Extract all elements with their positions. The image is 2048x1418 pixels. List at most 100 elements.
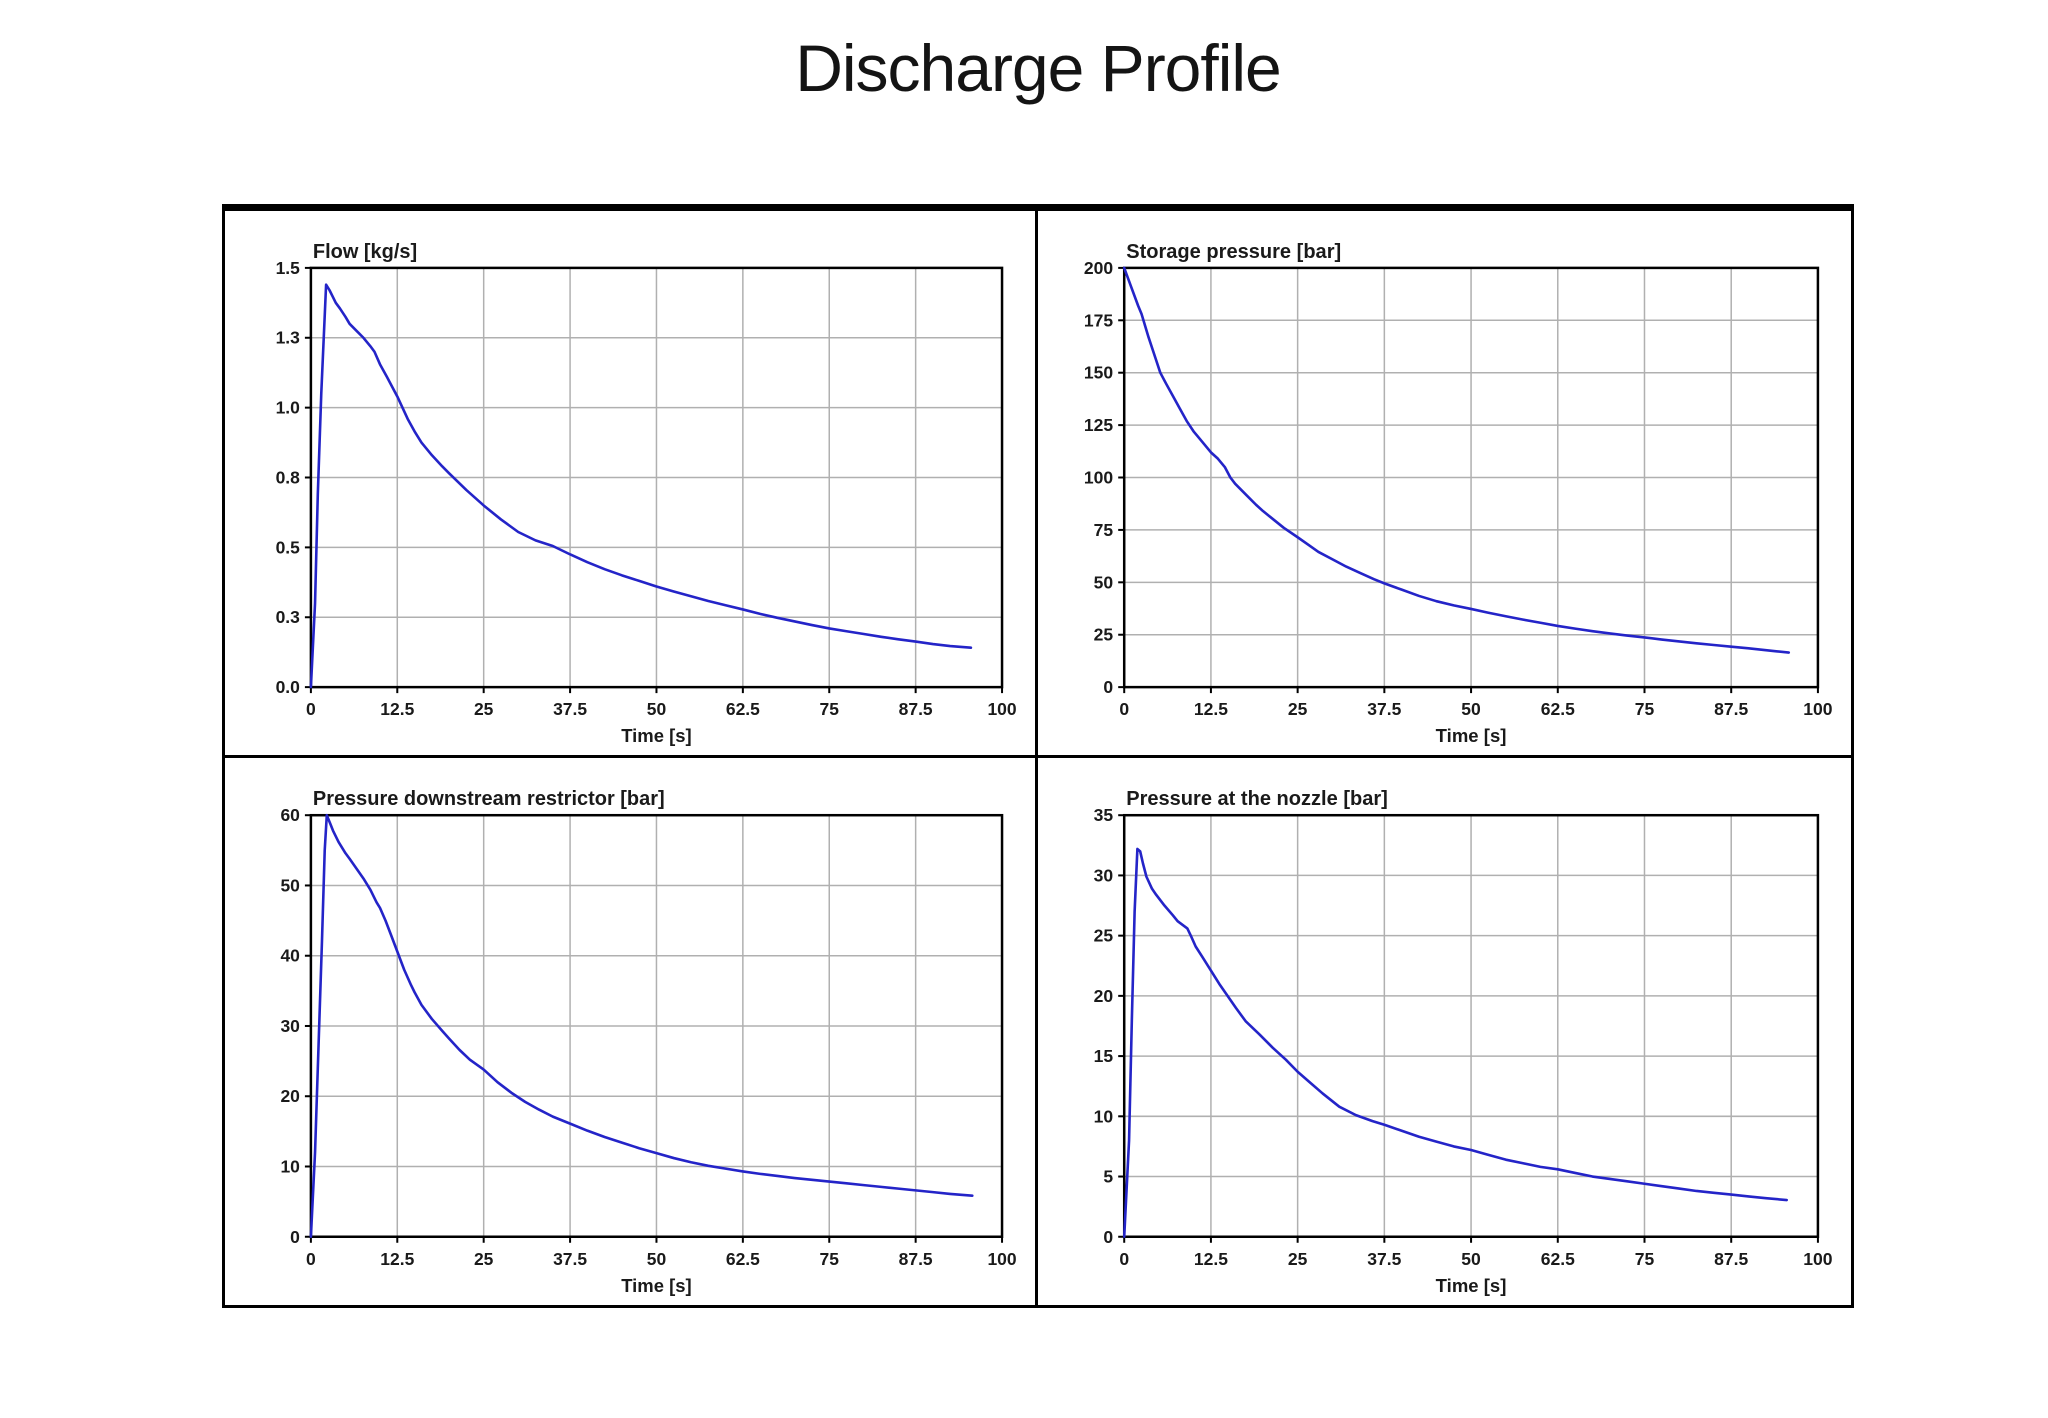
y-tick-label: 40 [280, 946, 300, 966]
x-tick-label: 62.5 [1541, 699, 1575, 719]
y-tick-label: 20 [280, 1086, 300, 1106]
series-line [309, 283, 973, 689]
x-tick-label: 87.5 [1714, 1249, 1748, 1269]
x-tick-label: 62.5 [726, 1249, 760, 1269]
chart-title: Pressure downstream restrictor [bar] [313, 788, 665, 810]
y-tick-label: 0 [290, 1227, 300, 1247]
chart-cell-pressure-downstream-restrictor: 0 12.5 25 37.5 50 62.5 75 87.5 100 0 10 20 30 40 50 60 P… [225, 758, 1038, 1305]
chart-storage-pressure: 0 12.5 25 37.5 50 62.5 75 87.5 100 0 25 50 75 100 125 1… [1084, 241, 1833, 746]
x-tick-label: 100 [987, 699, 1016, 719]
y-tick-label: 20 [1094, 986, 1114, 1006]
y-tick-label: 0.3 [276, 607, 301, 627]
y-tick-label: 125 [1084, 415, 1114, 435]
y-tick-label: 75 [1094, 520, 1114, 540]
x-axis-label: Time [s] [1436, 1275, 1507, 1296]
x-tick-label: 62.5 [726, 699, 760, 719]
x-tick-label: 25 [1288, 1249, 1308, 1269]
chart-pressure-at-nozzle: 0 12.5 25 37.5 50 62.5 75 87.5 100 0 5 10 15 20 25 30 35… [1094, 788, 1833, 1296]
chart-flow: 0 12.5 25 37.5 50 62.5 75 87.5 100 0.0 0.3 0.5 0.8 1.… [276, 241, 1017, 746]
x-tick-label: 0 [1119, 1249, 1129, 1269]
tick-labels: 0 12.5 25 37.5 50 62.5 75 87.5 100 0.0 0.3 0.5 0.8 1.… [276, 258, 1017, 719]
y-tick-label: 15 [1094, 1046, 1114, 1066]
y-tick-label: 1.5 [276, 258, 301, 278]
tick-labels: 0 12.5 25 37.5 50 62.5 75 87.5 100 0 5 10 15 20 25 30 35 [1094, 805, 1833, 1269]
x-tick-label: 100 [1803, 699, 1833, 719]
x-tick-label: 12.5 [380, 1249, 414, 1269]
y-tick-label: 10 [1094, 1106, 1114, 1126]
axis-ticks [1118, 814, 1819, 1243]
y-tick-label: 25 [1094, 625, 1114, 645]
x-tick-label: 25 [1288, 699, 1308, 719]
x-tick-label: 37.5 [553, 699, 587, 719]
y-tick-label: 50 [280, 875, 300, 895]
page-title: Discharge Profile [795, 31, 1282, 105]
charts-frame: 0 12.5 25 37.5 50 62.5 75 87.5 100 0.0 0.3 0.5 0.8 1.… [222, 204, 1854, 1308]
x-tick-label: 100 [1803, 1249, 1832, 1269]
chart-title: Storage pressure [bar] [1126, 241, 1341, 263]
y-tick-label: 100 [1084, 468, 1114, 488]
x-tick-label: 50 [647, 699, 666, 719]
y-tick-label: 25 [1094, 926, 1114, 946]
y-tick-label: 1.0 [276, 398, 300, 418]
grid-lines [1124, 267, 1818, 688]
x-tick-label: 87.5 [1714, 699, 1748, 719]
chart-pressure-downstream-restrictor: 0 12.5 25 37.5 50 62.5 75 87.5 100 0 10 20 30 40 50 60 P… [280, 788, 1016, 1296]
x-tick-label: 37.5 [1367, 1249, 1401, 1269]
grid-lines [310, 267, 1003, 688]
x-tick-label: 50 [1461, 699, 1481, 719]
x-tick-label: 62.5 [1541, 1249, 1575, 1269]
y-tick-label: 0 [1103, 1227, 1113, 1247]
x-tick-label: 12.5 [1194, 1249, 1228, 1269]
y-tick-label: 10 [280, 1156, 300, 1176]
y-tick-label: 175 [1084, 310, 1114, 330]
x-axis-label: Time [s] [621, 725, 692, 746]
y-tick-label: 200 [1084, 258, 1114, 278]
grid-lines [310, 815, 1003, 1237]
axis-ticks [1118, 266, 1819, 694]
x-tick-label: 0 [306, 699, 316, 719]
y-tick-label: 150 [1084, 363, 1114, 383]
chart-cell-pressure-at-nozzle: 0 12.5 25 37.5 50 62.5 75 87.5 100 0 5 10 15 20 25 30 35… [1038, 758, 1851, 1305]
grid-lines [1124, 815, 1818, 1237]
series-line [1122, 266, 1791, 654]
y-tick-label: 35 [1094, 805, 1114, 825]
series-line [309, 813, 974, 1239]
chart-title: Pressure at the nozzle [bar] [1126, 788, 1388, 810]
x-tick-label: 75 [820, 699, 840, 719]
x-tick-label: 25 [474, 699, 494, 719]
y-tick-label: 30 [1094, 865, 1114, 885]
y-tick-label: 5 [1103, 1167, 1113, 1187]
y-tick-label: 0.0 [276, 677, 300, 697]
x-tick-label: 75 [1635, 699, 1655, 719]
chart-cell-flow: 0 12.5 25 37.5 50 62.5 75 87.5 100 0.0 0.3 0.5 0.8 1.… [225, 211, 1038, 758]
tick-labels: 0 12.5 25 37.5 50 62.5 75 87.5 100 0 10 20 30 40 50 60 [280, 805, 1016, 1269]
y-tick-label: 1.3 [276, 328, 301, 348]
x-tick-label: 75 [1635, 1249, 1655, 1269]
x-tick-label: 50 [647, 1249, 667, 1269]
axis-ticks [304, 814, 1004, 1243]
y-tick-label: 30 [280, 1016, 300, 1036]
x-tick-label: 0 [1119, 699, 1129, 719]
y-tick-label: 0.8 [276, 468, 301, 488]
x-tick-label: 37.5 [1367, 699, 1401, 719]
x-tick-label: 87.5 [899, 1249, 933, 1269]
y-tick-label: 50 [1094, 572, 1114, 592]
chart-cell-storage-pressure: 0 12.5 25 37.5 50 62.5 75 87.5 100 0 25 50 75 100 125 1… [1038, 211, 1851, 758]
x-axis-label: Time [s] [1436, 725, 1507, 746]
y-tick-label: 0 [1103, 677, 1113, 697]
series-line [1122, 847, 1789, 1239]
chart-title: Flow [kg/s] [313, 241, 417, 263]
y-tick-label: 0.5 [276, 537, 301, 557]
x-tick-label: 87.5 [899, 699, 933, 719]
x-axis-label: Time [s] [621, 1275, 691, 1296]
x-tick-label: 25 [474, 1249, 494, 1269]
x-tick-label: 12.5 [380, 699, 414, 719]
y-tick-label: 60 [280, 805, 300, 825]
x-tick-label: 75 [820, 1249, 840, 1269]
x-tick-label: 0 [306, 1249, 316, 1269]
x-tick-label: 100 [987, 1249, 1016, 1269]
axis-ticks [304, 266, 1004, 694]
x-tick-label: 12.5 [1194, 699, 1228, 719]
x-tick-label: 50 [1461, 1249, 1481, 1269]
